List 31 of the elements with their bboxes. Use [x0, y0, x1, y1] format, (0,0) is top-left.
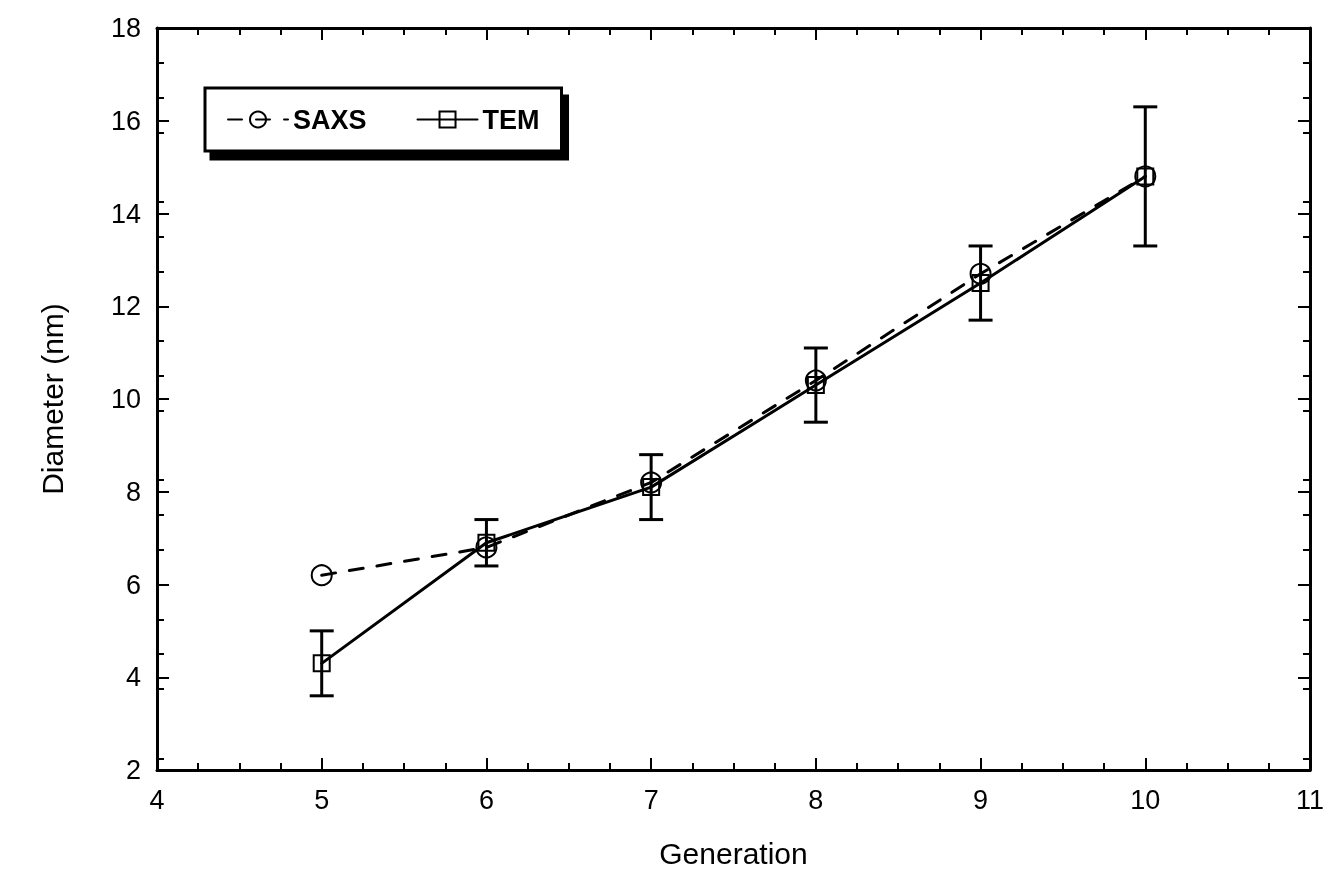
- x-tick-label: 6: [478, 784, 494, 815]
- point: [475, 536, 498, 559]
- point: [310, 564, 333, 587]
- y-tick-label: 2: [125, 755, 141, 785]
- x-tick-label: 9: [973, 784, 989, 815]
- point: [804, 369, 827, 392]
- y-tick-label: 6: [125, 569, 141, 600]
- y-tick-label: 12: [110, 291, 141, 322]
- y-tick-label: 10: [110, 384, 141, 414]
- y-tick-label: 18: [110, 13, 141, 43]
- point: [640, 471, 663, 494]
- x-axis-title: Generation: [659, 836, 808, 870]
- y-tick-label: 4: [125, 662, 141, 693]
- x-tick-label: 5: [314, 784, 330, 815]
- y-tick-label: 8: [125, 476, 141, 507]
- point: [806, 376, 825, 395]
- point: [969, 262, 992, 285]
- x-tick-label: 4: [149, 784, 165, 815]
- y-axis-title: Diameter (nm): [35, 303, 69, 495]
- x-tick-label: 10: [1130, 784, 1161, 815]
- x-tick-label: 7: [643, 784, 659, 815]
- y-tick-label: 14: [110, 198, 141, 229]
- point: [642, 478, 661, 497]
- point: [312, 654, 331, 673]
- point: [971, 274, 990, 293]
- x-tick-label: 8: [808, 784, 824, 815]
- legend-label: SAXS: [293, 104, 367, 135]
- y-tick-label: 16: [110, 105, 141, 136]
- point: [477, 533, 496, 552]
- x-tick-label: 11: [1295, 784, 1325, 815]
- legend-label: TEM: [482, 104, 540, 135]
